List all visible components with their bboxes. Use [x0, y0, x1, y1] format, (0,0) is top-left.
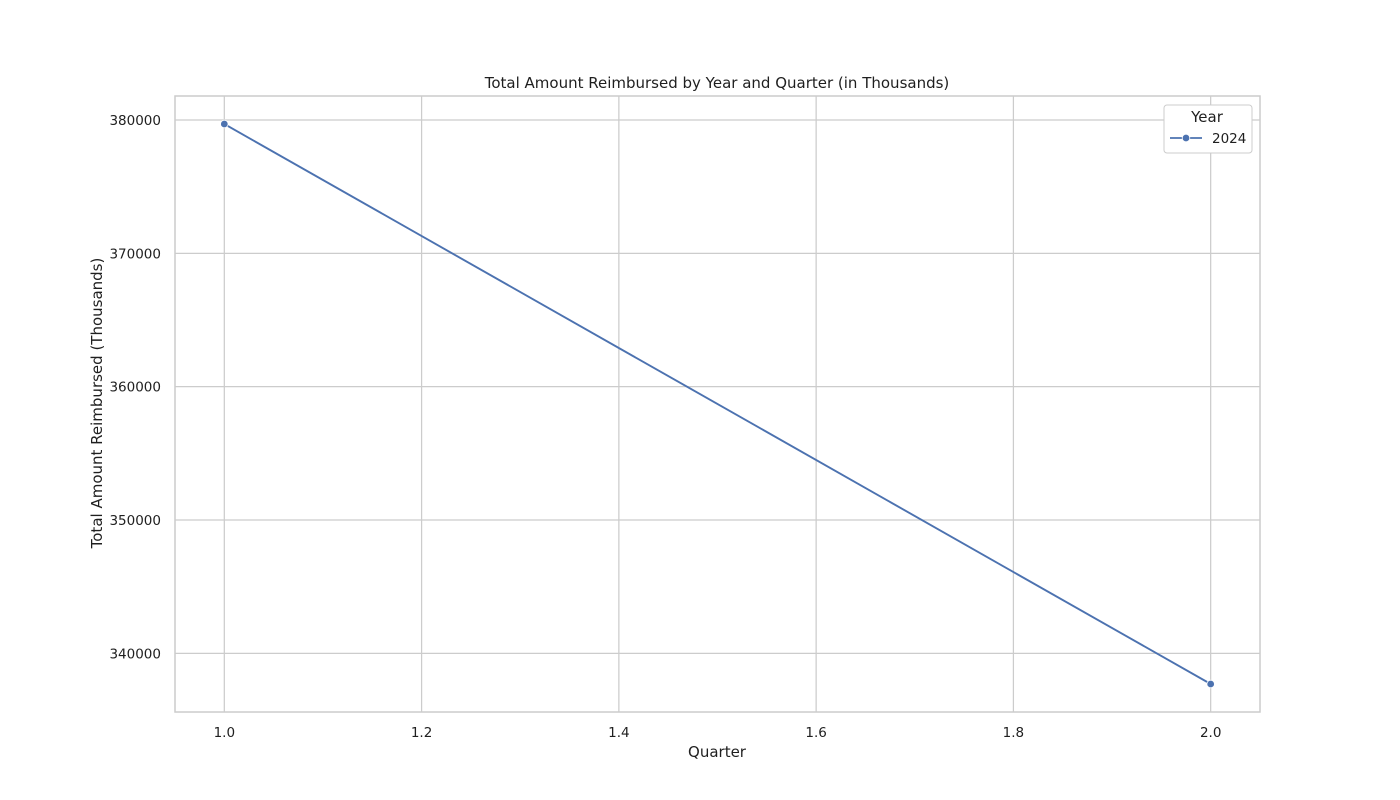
chart-title: Total Amount Reimbursed by Year and Quar… — [484, 74, 950, 92]
legend-series-label: 2024 — [1212, 131, 1246, 147]
series-layer — [220, 119, 1215, 689]
x-tick-label: 1.6 — [805, 725, 826, 741]
series-line-2024 — [223, 123, 1212, 685]
y-tick-label: 380000 — [109, 113, 161, 129]
y-tick-label: 360000 — [109, 380, 161, 396]
data-point — [1206, 679, 1215, 689]
plot-frame — [174, 95, 1261, 713]
tick-labels: 1.0 1.2 1.4 1.6 1.8 2.0 340000 350000 360000 3700… — [109, 113, 1221, 741]
legend-title: Year — [1190, 108, 1224, 126]
y-tick-label: 340000 — [109, 646, 161, 662]
x-axis-label: Quarter — [688, 743, 747, 761]
data-point — [220, 119, 229, 129]
x-tick-label: 2.0 — [1200, 725, 1221, 741]
legend: Year 2024 — [1163, 104, 1253, 154]
y-axis-label: Total Amount Reimbursed (Thousands) — [88, 258, 106, 550]
x-tick-label: 1.0 — [214, 725, 235, 741]
y-tick-label: 350000 — [109, 513, 161, 529]
y-tick-label: 370000 — [109, 246, 161, 262]
x-tick-label: 1.4 — [608, 725, 629, 741]
gridlines — [175, 96, 1260, 712]
x-tick-label: 1.2 — [411, 725, 432, 741]
x-tick-label: 1.8 — [1003, 725, 1024, 741]
legend-series-marker — [1181, 133, 1191, 143]
